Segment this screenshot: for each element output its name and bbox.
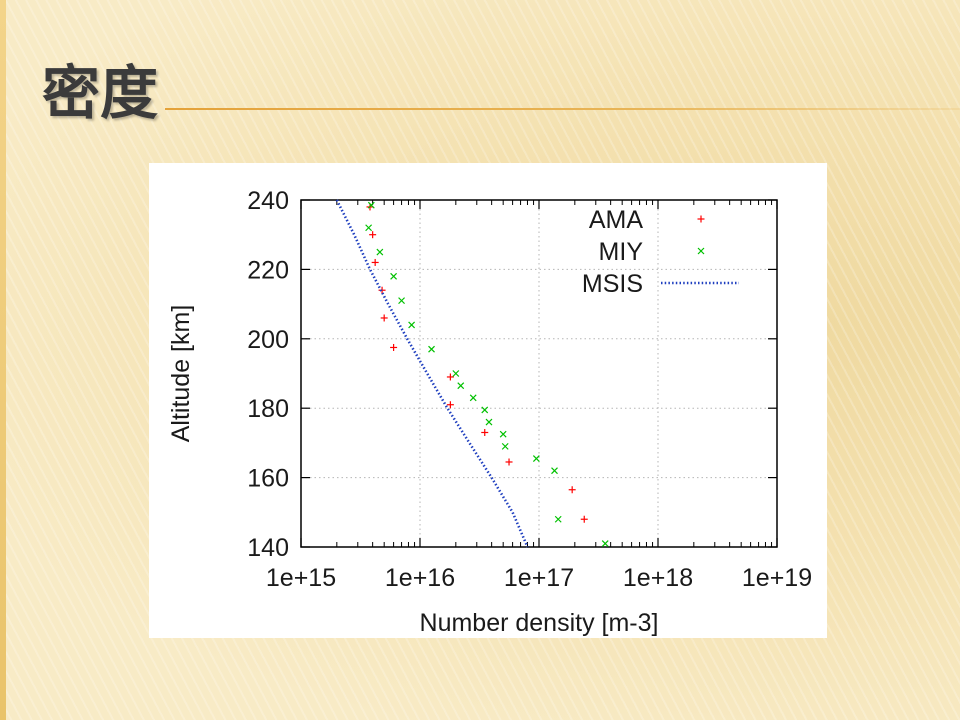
x-tick-label: 1e+18: [623, 564, 693, 592]
y-tick-label: 240: [247, 187, 289, 215]
miy-point: [367, 201, 375, 209]
title-underline: [165, 108, 960, 110]
x-tick-label: 1e+15: [266, 564, 336, 592]
miy-marker-b: [390, 272, 398, 280]
miy-point: [469, 394, 477, 402]
miy-marker-b: [398, 297, 405, 305]
miy-point: [452, 370, 460, 377]
miy-marker-b: [501, 442, 509, 450]
miy-point: [501, 442, 509, 450]
slide-accent-bar: [0, 0, 6, 720]
miy-point: [408, 321, 416, 329]
density-chart: 1e+15 1e+16 1e+17 1e+18 1e+19 140 160 180 200 220…: [167, 187, 812, 637]
ama-point: [380, 314, 388, 322]
ama-point: [369, 231, 377, 239]
slide-title: 密度: [42, 59, 159, 127]
miy-point: [551, 467, 558, 475]
ama-point: [390, 343, 398, 351]
y-tick-label: 200: [247, 326, 289, 354]
miy-marker-b: [367, 201, 375, 209]
y-axis-label: Altitude [km]: [167, 305, 195, 443]
miy-marker-b: [408, 321, 416, 329]
miy-marker-b: [481, 406, 489, 414]
chart-panel: 1e+15 1e+16 1e+17 1e+18 1e+19 140 160 180 200 220…: [149, 163, 827, 638]
miy-point: [457, 382, 465, 390]
ama-point: [580, 515, 588, 523]
y-tick-label: 220: [247, 256, 289, 284]
miy-marker-b: [485, 418, 493, 426]
y-tick-label: 140: [247, 534, 289, 562]
legend: AMA MIY MSIS: [582, 206, 739, 298]
legend-label-miy: MIY: [599, 238, 644, 266]
miy-point: [554, 515, 562, 523]
miy-point: [428, 345, 435, 353]
miy-point: [532, 455, 540, 462]
ama-point: [446, 373, 454, 381]
plot-frame: [300, 199, 778, 548]
y-tick-label: 180: [247, 395, 289, 423]
miy-marker-b: [532, 455, 540, 462]
ama-point: [481, 428, 489, 436]
miy-point: [390, 272, 398, 280]
miy-marker-b: [452, 370, 460, 377]
miy-marker-b: [697, 247, 705, 255]
ama-point: [505, 458, 513, 466]
msis-curve: [335, 199, 529, 548]
miy-point: [601, 540, 609, 547]
ama-point: [371, 258, 379, 266]
legend-symbol-miy: [697, 247, 705, 255]
miy-marker-b: [457, 382, 465, 390]
miy-marker-b: [365, 224, 373, 232]
miy-point: [499, 430, 507, 438]
x-axis-label: Number density [m-3]: [420, 609, 659, 637]
legend-label-msis: MSIS: [582, 270, 643, 298]
miy-point: [398, 297, 405, 305]
legend-symbol-ama: [697, 215, 705, 223]
x-tick-label: 1e+17: [504, 564, 574, 592]
miy-marker-b: [551, 467, 558, 475]
miy-point: [365, 224, 373, 232]
miy-point: [485, 418, 493, 426]
miy-marker-b: [499, 430, 507, 438]
miy-marker-b: [376, 248, 384, 256]
miy-point: [481, 406, 489, 414]
miy-marker-b: [428, 345, 435, 353]
y-tick-label: 160: [247, 465, 289, 493]
miy-point: [376, 248, 384, 256]
legend-label-ama: AMA: [589, 206, 644, 234]
ama-point: [446, 401, 454, 409]
x-tick-label: 1e+16: [385, 564, 455, 592]
grid-layer: [300, 199, 778, 548]
miy-marker-b: [469, 394, 477, 402]
tick-layer: 1e+15 1e+16 1e+17 1e+18 1e+19 140 160 180 200 220…: [247, 187, 812, 592]
ama-point: [568, 486, 576, 494]
miy-marker-b: [601, 540, 609, 547]
x-tick-label: 1e+19: [742, 564, 812, 592]
series-layer: [335, 199, 609, 548]
miy-marker-b: [554, 515, 562, 523]
